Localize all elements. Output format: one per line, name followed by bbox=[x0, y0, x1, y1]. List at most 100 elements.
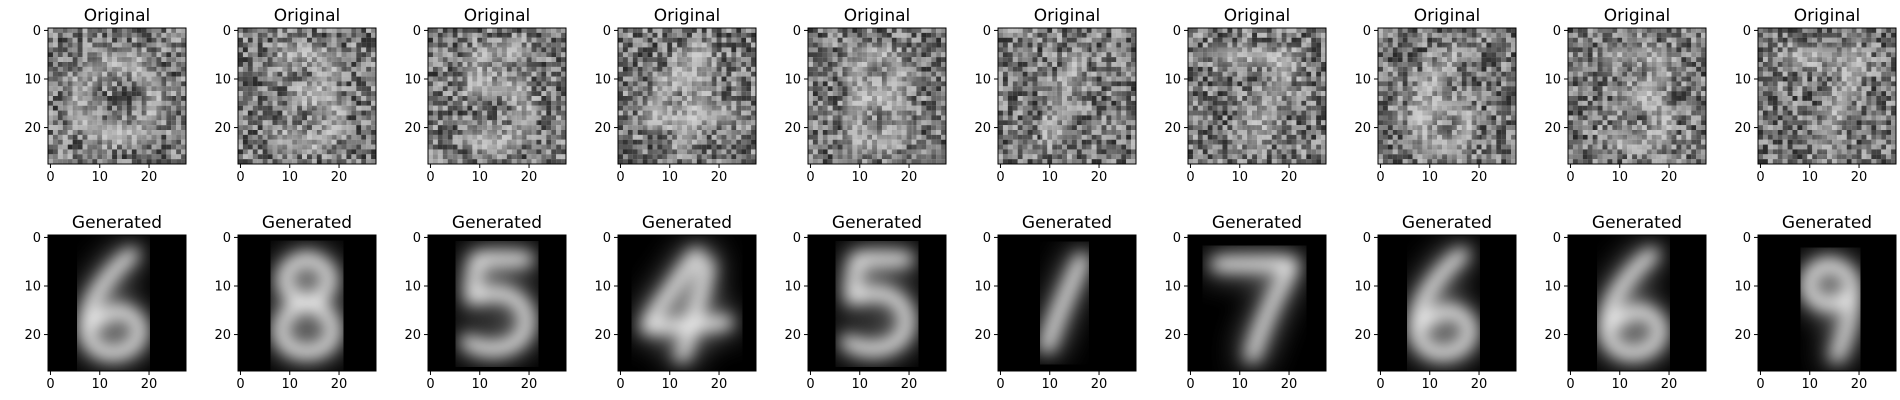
noise-pixel bbox=[331, 86, 337, 92]
noise-pixel bbox=[316, 110, 322, 116]
noise-pixel bbox=[487, 32, 493, 38]
noise-pixel bbox=[117, 144, 123, 150]
noise-pixel bbox=[57, 96, 63, 101]
noise-pixel bbox=[657, 32, 663, 38]
noise-pixel bbox=[442, 42, 448, 48]
noise-pixel bbox=[257, 130, 263, 135]
noise-pixel bbox=[146, 149, 152, 155]
noise-pixel bbox=[272, 105, 278, 111]
noise-pixel bbox=[292, 86, 298, 92]
noise-pixel bbox=[302, 81, 308, 87]
noise-pixel bbox=[321, 37, 327, 43]
noise-pixel bbox=[832, 105, 838, 111]
noise-pixel bbox=[1007, 57, 1013, 63]
noise-pixel bbox=[242, 134, 248, 140]
noise-pixel bbox=[842, 28, 848, 33]
noise-pixel bbox=[822, 144, 828, 150]
noise-pixel bbox=[1111, 42, 1117, 48]
noise-pixel bbox=[1096, 120, 1102, 126]
noise-pixel bbox=[862, 159, 868, 164]
noise-pixel bbox=[166, 120, 172, 126]
noise-pixel bbox=[501, 57, 507, 63]
noise-pixel bbox=[751, 130, 756, 135]
noise-pixel bbox=[541, 105, 547, 111]
noise-pixel bbox=[457, 57, 463, 63]
noise-pixel bbox=[551, 110, 557, 116]
noise-pixel bbox=[867, 110, 873, 116]
noise-pixel bbox=[1052, 149, 1058, 155]
noise-pixel bbox=[751, 110, 756, 116]
noise-pixel bbox=[501, 149, 507, 155]
noise-pixel bbox=[371, 139, 376, 145]
noise-pixel bbox=[1062, 159, 1068, 164]
noise-pixel bbox=[247, 66, 253, 72]
noise-pixel bbox=[462, 159, 468, 164]
noise-pixel bbox=[52, 100, 58, 106]
noise-pixel bbox=[1247, 28, 1253, 33]
noise-pixel bbox=[906, 91, 912, 97]
noise-pixel bbox=[536, 71, 542, 77]
noise-pixel bbox=[321, 144, 327, 150]
noise-pixel bbox=[52, 144, 58, 150]
noise-pixel bbox=[812, 62, 818, 67]
noise-pixel bbox=[822, 37, 828, 43]
noise-pixel bbox=[1022, 37, 1028, 43]
noise-pixel bbox=[331, 96, 337, 101]
noise-pixel bbox=[321, 66, 327, 72]
noise-pixel bbox=[371, 159, 376, 164]
noise-pixel bbox=[447, 37, 453, 43]
noise-pixel bbox=[906, 37, 912, 43]
noise-pixel bbox=[307, 42, 313, 48]
noise-pixel bbox=[536, 115, 542, 121]
noise-pixel bbox=[52, 66, 58, 72]
noise-pixel bbox=[1116, 66, 1122, 72]
noise-pixel bbox=[1027, 47, 1033, 53]
noise-pixel bbox=[731, 81, 737, 87]
noise-pixel bbox=[331, 159, 337, 164]
noise-pixel bbox=[1126, 57, 1132, 63]
noise-pixel bbox=[901, 57, 907, 63]
noise-pixel bbox=[1266, 28, 1272, 33]
noise-pixel bbox=[1086, 47, 1092, 53]
noise-pixel bbox=[117, 76, 123, 82]
noise-pixel bbox=[492, 105, 498, 111]
noise-pixel bbox=[921, 71, 927, 77]
noise-pixel bbox=[252, 100, 258, 106]
noise-pixel bbox=[647, 100, 653, 106]
noise-pixel bbox=[292, 159, 298, 164]
noise-pixel bbox=[1022, 32, 1028, 38]
noise-pixel bbox=[1042, 149, 1048, 155]
x-tick-label: 0 bbox=[46, 170, 54, 185]
noise-pixel bbox=[1101, 115, 1107, 121]
noise-pixel bbox=[926, 120, 932, 126]
noise-pixel bbox=[487, 62, 493, 67]
noise-pixel bbox=[1281, 42, 1287, 48]
noise-pixel bbox=[837, 52, 843, 58]
noise-pixel bbox=[311, 32, 317, 38]
noise-pixel bbox=[166, 86, 172, 92]
noise-pixel bbox=[292, 149, 298, 155]
noise-pixel bbox=[1052, 86, 1058, 92]
noise-pixel bbox=[672, 28, 678, 33]
noise-pixel bbox=[1057, 125, 1063, 131]
noise-pixel bbox=[921, 86, 927, 92]
noise-pixel bbox=[1291, 28, 1297, 33]
noise-pixel bbox=[746, 125, 752, 131]
noise-pixel bbox=[316, 159, 322, 164]
noise-pixel bbox=[682, 86, 688, 92]
noise-pixel bbox=[472, 100, 478, 106]
noise-pixel bbox=[346, 91, 352, 97]
noise-pixel bbox=[812, 130, 818, 135]
noise-pixel bbox=[176, 47, 182, 53]
noise-pixel bbox=[877, 149, 883, 155]
noise-pixel bbox=[672, 37, 678, 43]
noise-pixel bbox=[827, 159, 833, 164]
noise-pixel bbox=[827, 47, 833, 53]
noise-pixel bbox=[1022, 154, 1028, 160]
noise-pixel bbox=[492, 154, 498, 160]
noise-pixel bbox=[432, 86, 438, 92]
noise-pixel bbox=[356, 66, 362, 72]
noise-pixel bbox=[622, 110, 628, 116]
noise-pixel bbox=[696, 134, 702, 140]
noise-pixel bbox=[652, 134, 658, 140]
